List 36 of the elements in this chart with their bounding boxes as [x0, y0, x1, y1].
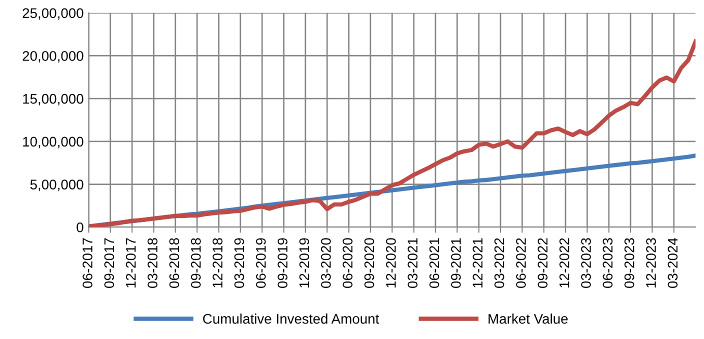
x-tick-label: 03-2020: [321, 238, 331, 288]
x-tick-label: 03-2021: [408, 238, 418, 288]
y-tick-label: 5,00,000: [30, 180, 84, 192]
x-tick-label: 09-2017: [104, 238, 114, 288]
x-tick-label: 09-2023: [624, 238, 634, 288]
x-tick-label: 12-2020: [386, 238, 396, 288]
y-tick-label: 25,00,000: [22, 8, 84, 20]
x-tick-label: 03-2023: [581, 238, 591, 288]
x-tick-label: 06-2018: [169, 238, 180, 288]
y-tick-label: 15,00,000: [23, 94, 84, 106]
x-tick-label: 12-2021: [472, 238, 483, 288]
legend-label: Market Value: [488, 314, 568, 324]
x-tick-label: 12-2022: [559, 238, 570, 288]
x-tick-label: 09-2019: [278, 238, 288, 288]
x-tick-label: 06-2020: [342, 238, 353, 288]
x-tick-label: 09-2021: [451, 238, 461, 288]
x-tick-label: 12-2017: [126, 238, 136, 288]
x-tick-label: 12-2019: [299, 238, 310, 288]
y-tick-label: 0: [76, 222, 84, 232]
x-tick-label: 06-2017: [82, 238, 92, 288]
x-tick-label: 06-2022: [516, 238, 526, 288]
y-tick-label: 10,00,000: [23, 136, 84, 148]
x-tick-label: 03-2019: [234, 238, 244, 288]
legend-label: Cumulative Invested Amount: [203, 314, 380, 324]
x-tick-label: 06-2019: [256, 238, 266, 288]
x-tick-label: 06-2023: [602, 238, 613, 288]
x-tick-label: 09-2020: [364, 238, 374, 288]
x-tick-label: 03-2022: [494, 238, 504, 288]
x-tick-label: 03-2024: [668, 238, 678, 288]
x-tick-label: 12-2018: [212, 238, 222, 288]
x-tick-label: 06-2021: [429, 238, 440, 288]
x-tick-label: 12-2023: [646, 238, 656, 288]
x-tick-label: 09-2018: [190, 238, 201, 288]
y-tick-label: 20,00,000: [22, 51, 84, 63]
x-tick-label: 03-2018: [148, 238, 158, 288]
x-tick-label: 09-2022: [538, 238, 548, 288]
